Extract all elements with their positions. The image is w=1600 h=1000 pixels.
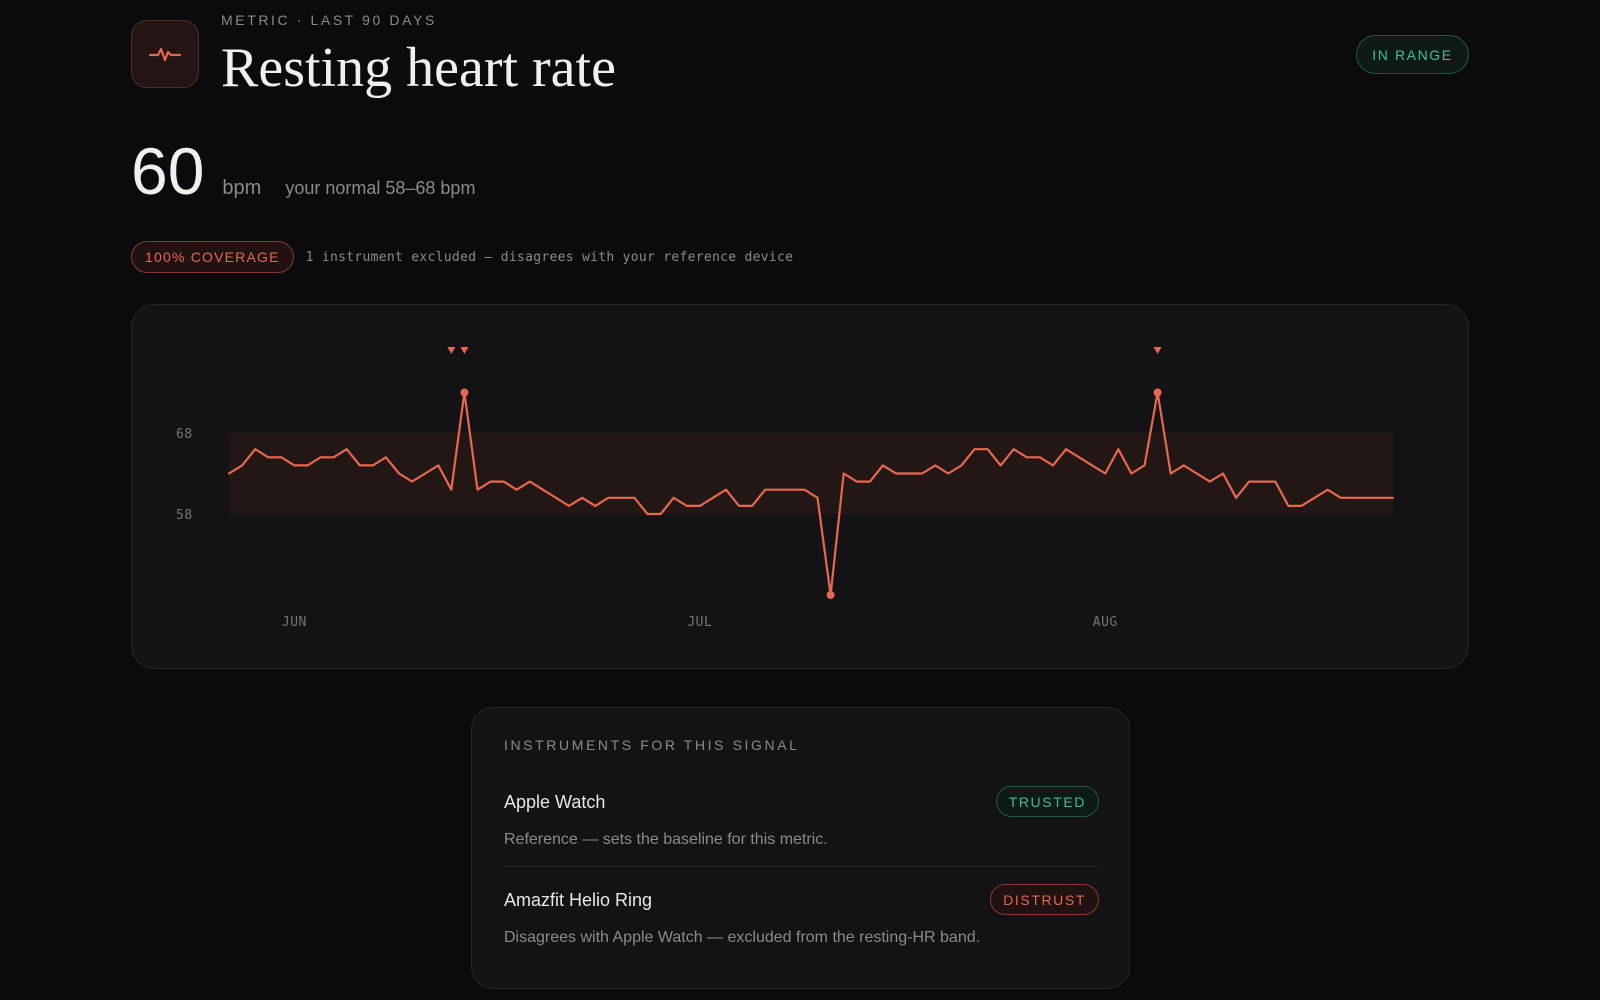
normal-range-text: your normal 58–68 bpm xyxy=(285,178,476,198)
metric-eyebrow: METRIC · LAST 90 DAYS xyxy=(221,12,437,28)
current-value-row: 60 bpm your normal 58–68 bpm xyxy=(131,138,475,204)
current-value: 60 xyxy=(131,134,205,208)
flagged-point xyxy=(826,591,835,599)
coverage-note: 1 instrument excluded — disagrees with y… xyxy=(305,249,794,265)
trust-badge[interactable]: TRUSTED xyxy=(995,786,1099,817)
instruments-heading: INSTRUMENTS FOR THIS SIGNAL xyxy=(504,737,800,753)
heart-rate-line xyxy=(227,391,1395,597)
x-month-label: JUL xyxy=(687,615,712,630)
x-month-label: AUG xyxy=(1093,615,1118,630)
page-title: Resting heart rate xyxy=(221,37,616,99)
heartbeat-icon-tile xyxy=(131,20,199,88)
value-unit: bpm xyxy=(222,177,262,199)
flagged-point xyxy=(1153,388,1162,397)
status-badge: IN RANGE xyxy=(1356,35,1469,74)
coverage-row: 100% COVERAGE 1 instrument excluded — di… xyxy=(131,241,793,273)
normal-range-band xyxy=(229,433,1393,514)
instrument-name: Amazfit Helio Ring xyxy=(504,890,653,910)
instrument-description: Reference — sets the baseline for this m… xyxy=(504,831,828,848)
chart-card: 58 68 JUN JUL AUG xyxy=(131,304,1469,669)
flagged-point xyxy=(460,388,469,397)
x-month-label: JUN xyxy=(282,615,307,630)
y-tick-label: 68 xyxy=(176,427,193,442)
heartbeat-icon xyxy=(149,47,181,62)
instrument-description: Disagrees with Apple Watch — excluded fr… xyxy=(504,929,981,946)
y-tick-label: 58 xyxy=(176,508,193,523)
anomaly-marker-icon xyxy=(1153,347,1162,354)
distrust-badge[interactable]: DISTRUST xyxy=(990,884,1099,915)
instrument-name: Apple Watch xyxy=(504,792,606,812)
anomaly-marker-icon xyxy=(460,347,469,354)
instruments-card: INSTRUMENTS FOR THIS SIGNAL Apple Watch … xyxy=(471,707,1130,989)
heart-rate-chart[interactable]: 58 68 JUN JUL AUG xyxy=(132,305,1469,669)
divider xyxy=(504,866,1099,867)
anomaly-marker-icon xyxy=(447,347,456,354)
coverage-badge[interactable]: 100% COVERAGE xyxy=(131,241,294,273)
